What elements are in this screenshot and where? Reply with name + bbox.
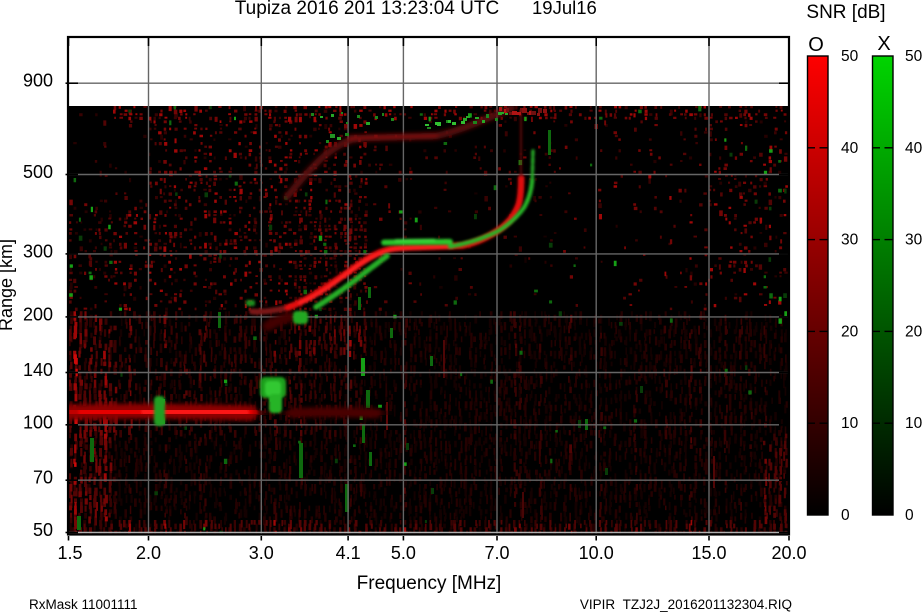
- svg-text:10: 10: [841, 415, 859, 432]
- svg-text:15.0: 15.0: [691, 543, 726, 563]
- svg-text:70: 70: [33, 468, 53, 488]
- svg-text:20: 20: [905, 323, 922, 340]
- svg-text:Range [km]: Range [km]: [0, 239, 16, 331]
- svg-text:200: 200: [23, 304, 53, 324]
- svg-text:40: 40: [905, 140, 922, 157]
- svg-text:50: 50: [905, 48, 922, 65]
- svg-text:19Jul16: 19Jul16: [532, 0, 597, 18]
- svg-text:Tupiza 2016 201 13:23:04 UTC: Tupiza 2016 201 13:23:04 UTC: [235, 0, 499, 19]
- svg-text:5.0: 5.0: [391, 543, 416, 563]
- svg-text:20: 20: [841, 323, 859, 340]
- svg-text:10: 10: [905, 415, 922, 432]
- svg-text:RxMask 11001111: RxMask 11001111: [29, 597, 138, 612]
- svg-text:VIPIR TZJ2J_2016201132304.RIQ: VIPIR TZJ2J_2016201132304.RIQ: [580, 597, 792, 612]
- svg-text:SNR [dB]: SNR [dB]: [806, 2, 885, 23]
- svg-text:0: 0: [841, 507, 850, 524]
- svg-text:2.0: 2.0: [136, 543, 161, 563]
- svg-text:Frequency [MHz]: Frequency [MHz]: [357, 573, 502, 594]
- svg-text:50: 50: [33, 520, 53, 540]
- svg-text:3.0: 3.0: [249, 543, 274, 563]
- svg-text:X: X: [877, 33, 890, 55]
- svg-text:O: O: [808, 34, 824, 56]
- svg-text:140: 140: [23, 360, 53, 380]
- svg-text:40: 40: [841, 140, 859, 157]
- svg-text:30: 30: [841, 232, 859, 249]
- svg-text:1.5: 1.5: [57, 543, 82, 563]
- svg-text:7.0: 7.0: [484, 543, 509, 563]
- svg-text:500: 500: [23, 162, 53, 182]
- svg-text:0: 0: [905, 507, 914, 524]
- svg-text:20.0: 20.0: [771, 543, 806, 563]
- svg-text:900: 900: [23, 71, 53, 91]
- svg-text:100: 100: [23, 412, 53, 432]
- svg-text:4.1: 4.1: [336, 543, 361, 563]
- svg-text:30: 30: [905, 232, 922, 249]
- svg-text:300: 300: [23, 241, 53, 261]
- svg-text:50: 50: [841, 48, 859, 65]
- svg-text:10.0: 10.0: [579, 543, 614, 563]
